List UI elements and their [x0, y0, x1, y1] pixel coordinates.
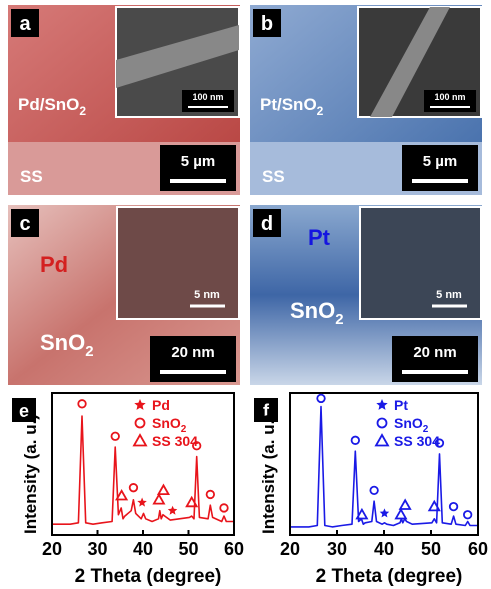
figure: a Pd/SnO2 SS 5 µm 100 nm b Pt/SnO2 SS 5 … [0, 0, 491, 589]
legend-text: SnO [152, 415, 181, 431]
metal-label: Pt [308, 225, 331, 250]
circle-marker [352, 437, 360, 445]
inset-scale-label: 5 nm [436, 289, 462, 301]
xrd-line [52, 416, 234, 524]
triangle-marker [400, 500, 410, 509]
legend-text: SS 304 [394, 433, 440, 449]
y-axis-label: Intensity (a. u.) [259, 414, 278, 534]
text: SnO [40, 330, 85, 355]
circle-marker [220, 504, 228, 512]
scale-label: 5 µm [423, 153, 458, 170]
panel-label: b [261, 13, 273, 35]
subscript: 2 [317, 104, 324, 118]
text: Pd/SnO [18, 95, 79, 114]
x-tick-label: 60 [224, 539, 244, 559]
subscript: 2 [79, 104, 86, 118]
y-axis-label: Intensity (a. u.) [21, 414, 40, 534]
inset [360, 207, 481, 319]
inset [117, 207, 239, 319]
panel-label: d [261, 213, 273, 235]
substrate-label: SS [20, 167, 43, 186]
panel-c: c Pd SnO2 20 nm 5 nm [8, 205, 240, 385]
circle-marker [111, 433, 119, 441]
star-marker [168, 506, 178, 515]
panel-b: b Pt/SnO2 SS 5 µm 100 nm [250, 5, 482, 195]
panel-d: d Pt SnO2 20 nm 5 nm [250, 205, 482, 385]
legend-text: SS 304 [152, 433, 198, 449]
triangle-marker [158, 485, 168, 494]
triangle-marker [396, 510, 406, 519]
star-marker [137, 498, 147, 507]
x-axis-label: 2 Theta (degree) [316, 566, 463, 587]
circle-marker [136, 419, 145, 428]
x-tick-label: 50 [421, 539, 441, 559]
x-tick-label: 20 [42, 539, 62, 559]
text: Pt/SnO [260, 95, 317, 114]
x-axis-label: 2 Theta (degree) [75, 566, 222, 587]
triangle-marker [376, 435, 388, 446]
legend-label: SS 304 [394, 433, 440, 449]
circle-marker [207, 491, 215, 499]
substrate-label: SS [262, 167, 285, 186]
legend-label: Pd [152, 397, 170, 413]
legend-label: Pt [394, 397, 408, 413]
legend-label: SnO2 [394, 415, 429, 435]
circle-marker [370, 487, 378, 495]
scale-label: 20 nm [413, 344, 456, 361]
star-marker [134, 399, 145, 410]
circle-marker [130, 484, 138, 492]
x-tick-label: 30 [327, 539, 347, 559]
x-tick-label: 40 [374, 539, 394, 559]
circle-marker [464, 511, 472, 519]
legend-text: Pd [152, 397, 170, 413]
legend-label: SnO2 [152, 415, 187, 435]
x-tick-label: 20 [280, 539, 300, 559]
x-tick-label: 60 [468, 539, 488, 559]
panel-a: a Pd/SnO2 SS 5 µm 100 nm [8, 5, 240, 195]
x-tick-label: 40 [133, 539, 153, 559]
x-tick-label: 30 [87, 539, 107, 559]
text: SnO [290, 298, 335, 323]
panel-label: a [19, 13, 31, 35]
scale-label: 5 µm [181, 153, 216, 170]
legend-text: SnO [394, 415, 423, 431]
triangle-marker [154, 495, 164, 504]
triangle-marker [134, 435, 146, 446]
inset-scale-label: 100 nm [192, 92, 223, 102]
circle-marker [317, 395, 325, 403]
legend-label: SS 304 [152, 433, 198, 449]
star-marker [380, 508, 390, 517]
circle-marker [78, 400, 86, 408]
subscript: 2 [335, 311, 343, 328]
star-marker [376, 399, 387, 410]
x-tick-label: 50 [178, 539, 198, 559]
legend-text: Pt [394, 397, 408, 413]
metal-label: Pd [40, 252, 68, 277]
circle-marker [378, 419, 387, 428]
subscript: 2 [85, 343, 93, 360]
scale-label: 20 nm [171, 344, 214, 361]
inset-scale-label: 5 nm [194, 289, 220, 301]
circle-marker [450, 503, 458, 511]
panel-label: c [19, 213, 30, 235]
inset-scale-label: 100 nm [434, 92, 465, 102]
